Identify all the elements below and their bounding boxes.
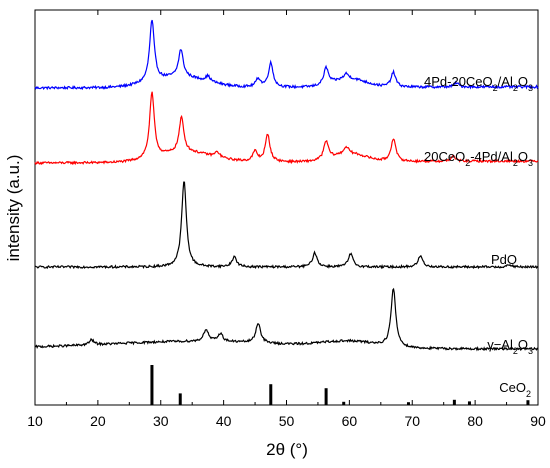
series-label-20ceo2-4pd: 20CeO2-4Pd/Al2O3 bbox=[424, 149, 533, 168]
x-tick-label-80: 80 bbox=[467, 413, 483, 429]
x-axis-ticks: 10 20 30 40 50 60 70 80 90 bbox=[27, 10, 546, 429]
x-tick-label-30: 30 bbox=[153, 413, 169, 429]
series-label-gamma-al2o3: γ−Al2O3 bbox=[487, 337, 533, 356]
x-tick-label-10: 10 bbox=[27, 413, 43, 429]
series-label-pdo: PdO bbox=[491, 252, 517, 267]
series-line-2 bbox=[34, 91, 539, 166]
series-line-3 bbox=[34, 181, 539, 270]
series-layer bbox=[34, 19, 539, 352]
series-label-ceo2-reference: CeO2 bbox=[499, 380, 531, 399]
series-line-4 bbox=[34, 287, 539, 352]
series-line-1 bbox=[34, 19, 539, 91]
reference-lines-ceo2 bbox=[150, 365, 530, 405]
x-tick-label-90: 90 bbox=[530, 413, 546, 429]
x-axis-title: 2θ (°) bbox=[266, 440, 308, 459]
y-axis-title: intensity (a.u.) bbox=[4, 155, 23, 262]
plot-frame bbox=[34, 9, 539, 406]
x-tick-label-50: 50 bbox=[279, 413, 295, 429]
x-tick-label-60: 60 bbox=[342, 413, 358, 429]
x-tick-label-20: 20 bbox=[90, 413, 106, 429]
x-tick-label-70: 70 bbox=[404, 413, 420, 429]
x-tick-label-40: 40 bbox=[216, 413, 232, 429]
series-label-4pd-20ceo2: 4Pd-20CeO2/Al2O3 bbox=[424, 74, 533, 93]
